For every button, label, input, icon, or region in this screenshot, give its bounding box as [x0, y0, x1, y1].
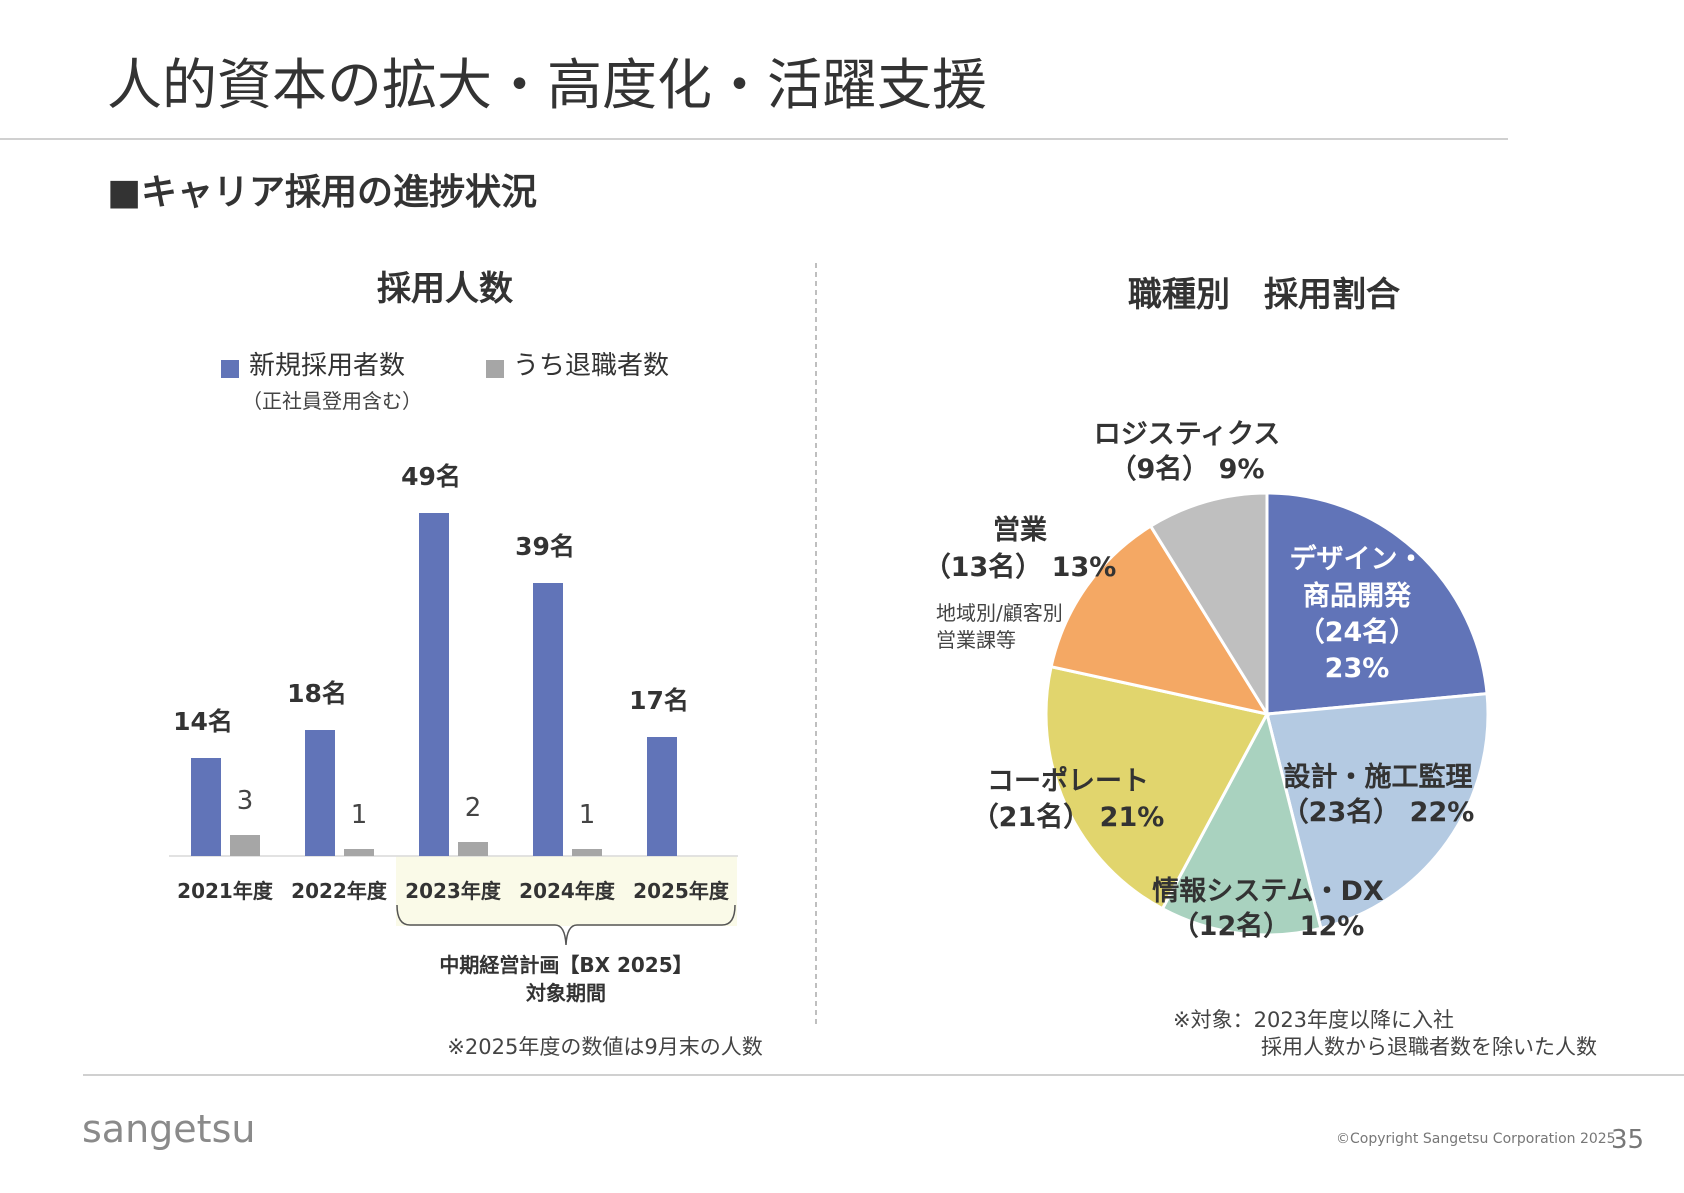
pie-slice-label: 情報システム・DX — [1152, 876, 1384, 907]
pie-slice-sublabel: 地域別/顧客別 — [936, 601, 1063, 625]
slide-title: 人的資本の拡大・高度化・活躍支援 — [107, 53, 987, 117]
pie-slice-sublabel: 営業課等 — [936, 628, 1016, 652]
bar-resigned — [572, 849, 602, 856]
bar-resigned — [458, 842, 488, 856]
pie-slice-label: （13名） 13% — [924, 551, 1117, 583]
pie-note-2: 採用人数から退職者数を除いた人数 — [1261, 1035, 1597, 1059]
bar-new-hires — [533, 583, 563, 856]
x-tick-label: 2025年度 — [633, 879, 730, 903]
bar-label-new-hires: 49名 — [401, 462, 461, 491]
bar-new-hires — [191, 758, 221, 856]
pie-slice-label: デザイン・ — [1290, 543, 1425, 575]
pie-slice-label: 23% — [1325, 653, 1390, 684]
pie-slice — [1148, 491, 1269, 720]
pie-chart-title: 職種別 採用割合 — [1128, 275, 1400, 315]
copyright: ©Copyright Sangetsu Corporation 2025 — [1336, 1131, 1616, 1147]
section-heading: ■キャリア採用の進捗状況 — [107, 172, 537, 213]
x-tick-label: 2024年度 — [519, 879, 616, 903]
pie-slice-label: （24名） — [1298, 616, 1417, 648]
bar-chart: 採用人数 新規採用者数 （正社員登用含む） うち退職者数 14名 3 2021年度 1… — [169, 269, 763, 1059]
bar-resigned — [230, 835, 260, 856]
pie-slice-label: （9名） 9% — [1109, 453, 1264, 485]
pie-chart: 職種別 採用割合 デザイン・商品開発 （24名） 23% 設計・施工監理（23名） 2… — [924, 275, 1597, 1059]
bar-label-resigned: 3 — [237, 786, 254, 816]
pie-slice — [1265, 691, 1490, 931]
pie-slice-label: 設計・施工監理 — [1284, 761, 1473, 793]
highlight-period-box — [396, 856, 737, 926]
x-tick-label: 2022年度 — [291, 879, 388, 903]
x-tick-label: 2021年度 — [177, 879, 274, 903]
page-number: 35 — [1611, 1125, 1644, 1155]
pie-slice — [1044, 664, 1270, 911]
bar-label-resigned: 2 — [465, 793, 482, 823]
legend-swatch-new-hires — [221, 360, 239, 378]
pie-slice — [1049, 524, 1271, 717]
pie-slice-label: 営業 — [993, 514, 1047, 546]
pie-slice-label: （12名） 12% — [1172, 910, 1365, 942]
bar-chart-note: ※2025年度の数値は9月末の人数 — [447, 1035, 762, 1059]
bar-label-new-hires: 39名 — [515, 532, 575, 561]
period-label-2: 対象期間 — [525, 981, 606, 1005]
pie-slice-label: （23名） 22% — [1282, 796, 1475, 828]
x-tick-label: 2023年度 — [405, 879, 502, 903]
pie-slice-label: 商品開発 — [1303, 581, 1412, 612]
bar-label-resigned: 1 — [351, 800, 368, 830]
legend-swatch-resigned — [486, 360, 504, 378]
bar-label-new-hires: 18名 — [287, 679, 347, 708]
legend-new-hires-sub: （正社員登用含む） — [242, 389, 422, 413]
legend-resigned: うち退職者数 — [513, 351, 669, 381]
pie-slice-label: ロジスティクス — [1094, 419, 1281, 450]
bar-new-hires — [419, 513, 449, 856]
pie-slice — [1160, 709, 1323, 937]
bar-label-resigned: 1 — [579, 800, 596, 830]
bar-new-hires — [647, 737, 677, 856]
bar-new-hires — [305, 730, 335, 856]
legend-new-hires: 新規採用者数 — [249, 351, 405, 381]
pie-slice-label: コーポレート — [987, 766, 1149, 797]
bar-resigned — [344, 849, 374, 856]
pie-note: ※対象：2023年度以降に入社 — [1173, 1008, 1454, 1032]
bar-chart-title: 採用人数 — [377, 269, 513, 309]
bar-label-new-hires: 14名 — [173, 707, 233, 736]
pie-slice — [1265, 491, 1489, 716]
period-label: 中期経営計画【BX 2025】 — [439, 953, 692, 977]
pie-slice-label: （21名） 21% — [972, 801, 1165, 833]
period-bracket — [396, 904, 736, 946]
sangetsu-logo: sangetsu — [82, 1107, 255, 1151]
bar-label-new-hires: 17名 — [629, 686, 689, 715]
